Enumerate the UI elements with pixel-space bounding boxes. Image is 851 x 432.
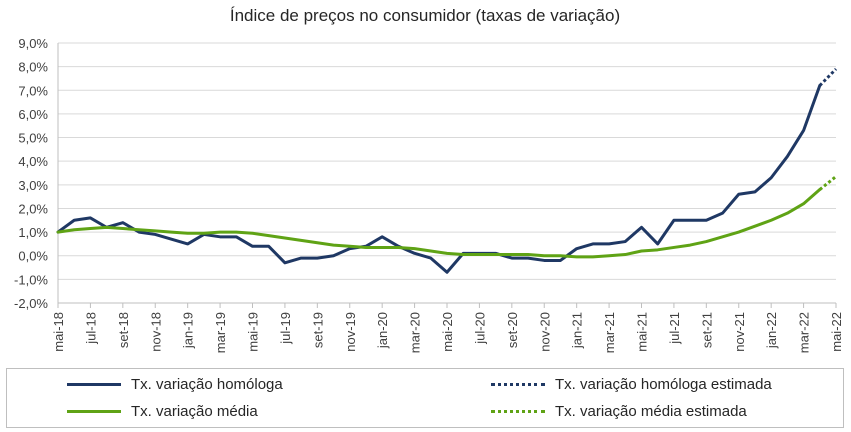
x-tick-label: jan-21 — [570, 312, 585, 349]
x-tick-label: mar-20 — [408, 312, 423, 353]
x-tick-label: mai-21 — [635, 312, 650, 352]
series-lines — [56, 67, 838, 274]
x-tick-label: mai-20 — [440, 312, 455, 352]
legend-item-media-estimada: Tx. variação média estimada — [491, 403, 747, 420]
x-tick-label: mai-18 — [51, 312, 66, 352]
x-tick-label: jul-18 — [83, 312, 98, 345]
y-tick-label: 2,0% — [18, 201, 48, 216]
y-tick-label: 5,0% — [18, 131, 48, 146]
x-tick-label: nov-20 — [537, 312, 552, 352]
x-tick-label: jan-19 — [181, 312, 196, 349]
legend-item-homologa: Tx. variação homóloga — [67, 376, 283, 393]
legend: Tx. variação homóloga Tx. variação homól… — [6, 368, 844, 428]
x-tick-label: nov-19 — [343, 312, 358, 352]
y-tick-label: 1,0% — [18, 225, 48, 240]
legend-swatch-media — [67, 410, 121, 413]
gridlines — [58, 42, 836, 304]
x-tick-label: jan-20 — [375, 312, 390, 349]
x-tick-label: jul-19 — [278, 312, 293, 345]
series-line-tx-varia-o-m-dia — [56, 188, 822, 259]
line-chart: Índice de preços no consumidor (taxas de… — [14, 6, 844, 353]
x-tick-label: set-19 — [310, 312, 325, 348]
legend-swatch-homologa — [67, 383, 121, 386]
y-tick-label: 8,0% — [18, 60, 48, 75]
x-tick-label: jan-22 — [764, 312, 779, 349]
legend-swatch-media-estimada — [491, 410, 545, 413]
x-tick-label: nov-21 — [732, 312, 747, 352]
y-tick-label: 6,0% — [18, 107, 48, 122]
x-tick-label: mar-19 — [213, 312, 228, 353]
series-line-tx-varia-o-hom-loga — [56, 84, 822, 274]
y-axis: -2,0% -1,0% 0,0% 1,0% 2,0% 3,0% 4,0% 5,0% 6,0% 7,… — [14, 36, 59, 311]
x-tick-label: mai-19 — [246, 312, 261, 352]
y-tick-label: 7,0% — [18, 83, 48, 98]
y-tick-label: -2,0% — [14, 296, 48, 311]
y-tick-label: -1,0% — [14, 272, 48, 287]
x-tick-label: jul-20 — [472, 312, 487, 345]
x-tick-label: set-21 — [699, 312, 714, 348]
x-tick-label: mar-22 — [797, 312, 812, 353]
x-axis: mai-18 jul-18 set-18 nov-18 jan-19 mar-19 mai-… — [51, 302, 844, 353]
legend-item-media: Tx. variação média — [67, 403, 258, 420]
legend-item-homologa-estimada: Tx. variação homóloga estimada — [491, 376, 772, 393]
x-tick-label: set-20 — [505, 312, 520, 348]
x-tick-label: set-18 — [116, 312, 131, 348]
legend-label-homologa: Tx. variação homóloga — [131, 376, 283, 393]
y-tick-label: 0,0% — [18, 249, 48, 264]
x-tick-label: jul-21 — [667, 312, 682, 345]
x-tick-label: mar-21 — [602, 312, 617, 353]
x-tick-label: mai-22 — [829, 312, 844, 352]
x-tick-label: nov-18 — [148, 312, 163, 352]
legend-swatch-homologa-estimada — [491, 383, 545, 386]
chart-title: Índice de preços no consumidor (taxas de… — [230, 6, 620, 25]
series-line-tx-varia-o-m-dia-estimada — [818, 175, 837, 191]
series-line-tx-varia-o-hom-loga-estimada — [818, 67, 838, 87]
legend-label-media-estimada: Tx. variação média estimada — [555, 403, 747, 420]
y-tick-label: 9,0% — [18, 36, 48, 51]
y-tick-label: 3,0% — [18, 178, 48, 193]
legend-label-homologa-estimada: Tx. variação homóloga estimada — [555, 376, 772, 393]
legend-label-media: Tx. variação média — [131, 403, 258, 420]
y-tick-label: 4,0% — [18, 154, 48, 169]
